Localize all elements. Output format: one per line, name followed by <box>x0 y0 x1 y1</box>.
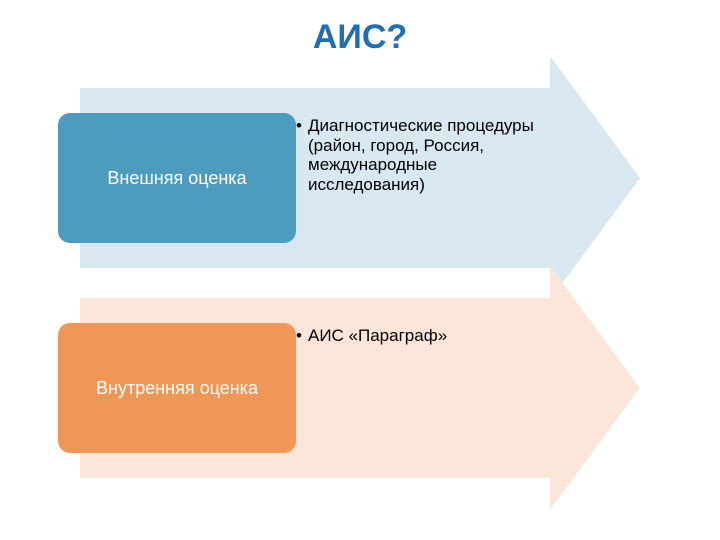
bullet-text: •Диагностические процедуры (район, город… <box>308 116 550 194</box>
diagram-row: Внутренняя оценка•АИС «Параграф» <box>0 298 720 478</box>
category-label-text: Внутренняя оценка <box>96 378 258 399</box>
bullet-text: •АИС «Параграф» <box>308 326 550 346</box>
arrow-head <box>550 266 640 510</box>
diagram-row: Внешняя оценка•Диагностические процедуры… <box>0 88 720 268</box>
category-label-text: Внешняя оценка <box>107 168 246 189</box>
bullet-content: Диагностические процедуры (район, город,… <box>308 116 534 194</box>
page-title: АИС? <box>0 18 720 57</box>
bullet-content: АИС «Параграф» <box>308 326 447 345</box>
bullet-marker: • <box>296 116 302 136</box>
category-label-box: Внешняя оценка <box>58 113 296 243</box>
arrow-head <box>550 56 640 300</box>
category-label-box: Внутренняя оценка <box>58 323 296 453</box>
bullet-marker: • <box>296 326 302 346</box>
